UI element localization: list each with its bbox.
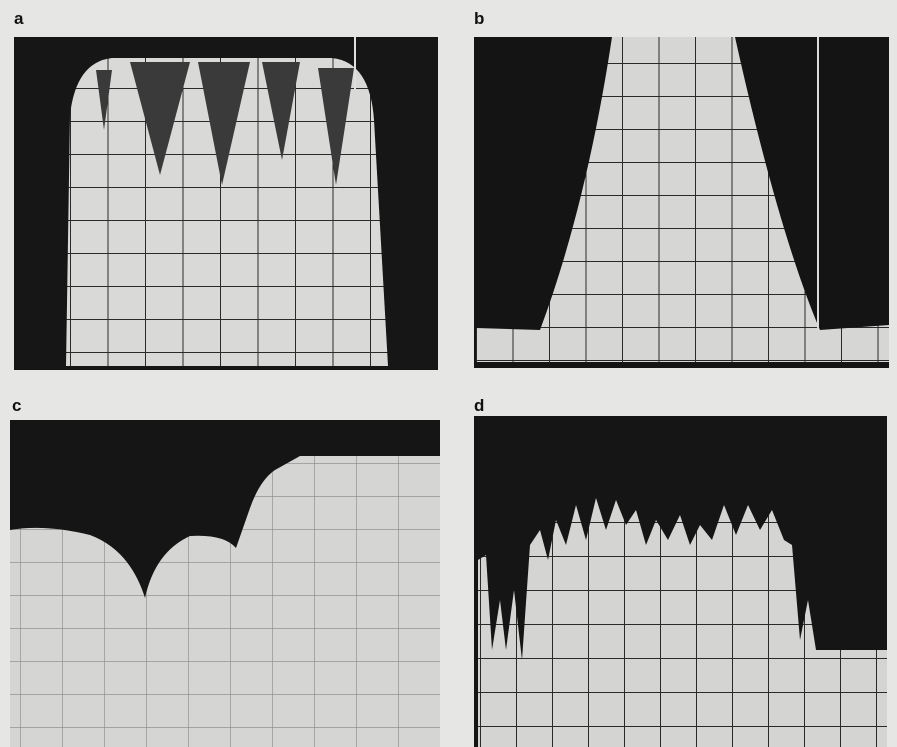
panel-d (474, 416, 887, 747)
panel-label: c (12, 396, 21, 415)
panel-label: a (14, 9, 24, 28)
panel-b (474, 37, 889, 368)
panel-a (14, 37, 438, 370)
panel-label: b (474, 9, 484, 28)
panel-c (10, 420, 440, 747)
panel-label: d (474, 396, 484, 415)
